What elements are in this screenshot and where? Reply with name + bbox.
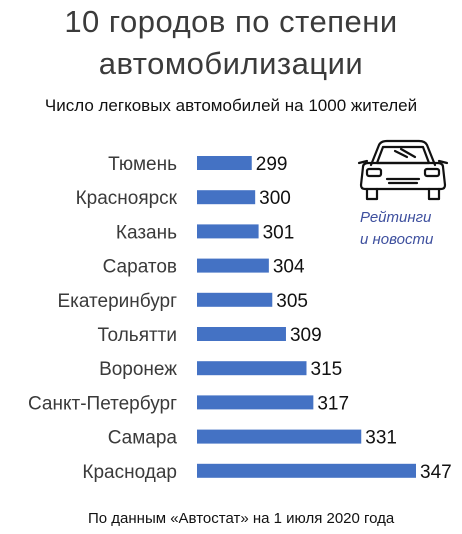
category-label: Красноярск (76, 188, 178, 209)
chart-title-line-2: автомобилизации (98, 46, 364, 81)
watermark-text: Рейтинги и новости (360, 207, 460, 251)
bar (197, 156, 252, 170)
bar (197, 258, 269, 273)
watermark-line-1: Рейтинги (360, 209, 432, 226)
data-label: 331 (365, 428, 397, 449)
category-label: Екатеринбург (57, 291, 177, 312)
category-label: Казань (116, 222, 177, 243)
data-label: 315 (311, 359, 343, 380)
watermark-line-2: и новости (360, 231, 434, 248)
bar (197, 327, 286, 341)
data-label: 305 (276, 291, 308, 312)
bar (197, 395, 314, 410)
chart-title-line-1: 10 городов по степени (64, 4, 398, 39)
data-label: 304 (273, 257, 305, 278)
category-label: Самара (108, 428, 178, 449)
car-icon (357, 139, 449, 201)
data-label: 301 (263, 222, 295, 243)
bar (197, 429, 362, 444)
data-label: 317 (317, 393, 349, 414)
bar (197, 361, 307, 376)
data-label: 299 (256, 154, 288, 175)
data-label: 309 (290, 325, 322, 346)
chart-subtitle: Число легковых автомобилей на 1000 жител… (44, 96, 418, 115)
category-label: Саратов (103, 257, 177, 278)
bar (197, 463, 416, 478)
bar (197, 190, 256, 205)
bar (197, 292, 273, 307)
category-label: Воронеж (99, 359, 177, 380)
source-footnote: По данным «Автостат» на 1 июля 2020 года (88, 510, 395, 527)
category-label: Тюмень (108, 154, 177, 175)
category-label: Тольятти (97, 325, 177, 346)
data-label: 347 (420, 462, 452, 483)
category-label: Краснодар (82, 462, 177, 483)
bar (197, 224, 259, 239)
data-label: 300 (259, 188, 291, 209)
category-label: Санкт-Петербург (28, 393, 177, 414)
